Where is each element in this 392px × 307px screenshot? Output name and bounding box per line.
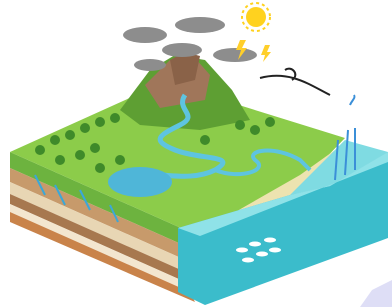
water-cycle-illustration: [0, 0, 392, 307]
corner-shade: [360, 280, 392, 307]
lake: [108, 167, 172, 197]
page: {}: [0, 0, 392, 307]
wind: [260, 69, 330, 95]
sun: [242, 3, 270, 31]
